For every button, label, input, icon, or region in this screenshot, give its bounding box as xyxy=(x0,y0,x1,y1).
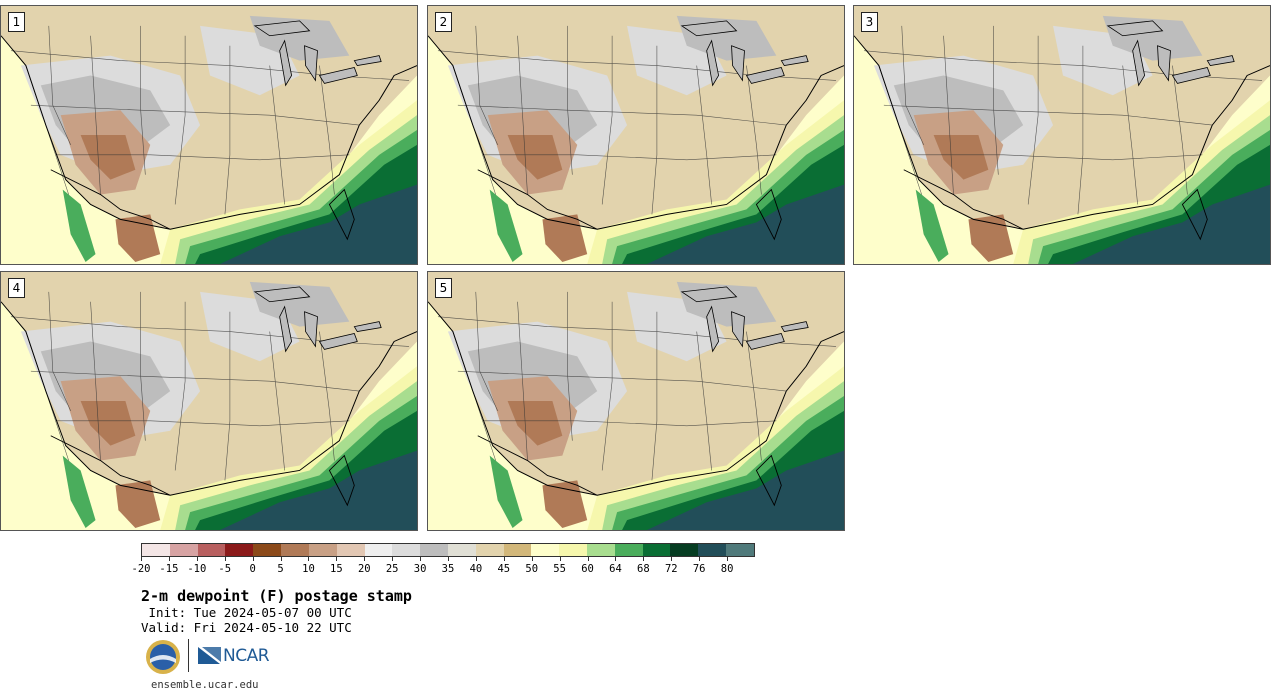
postage-stamp-2[interactable]: 2 xyxy=(427,5,845,265)
dewpoint-map-4 xyxy=(1,272,417,530)
colorbar-tick xyxy=(196,557,198,561)
postage-stamp-1[interactable]: 1 xyxy=(0,5,418,265)
colorbar-swatch xyxy=(169,544,198,556)
colorbar-tick-label: 0 xyxy=(249,563,256,575)
colorbar-tick-label: 15 xyxy=(330,563,343,575)
colorbar-tick-label: 45 xyxy=(497,563,511,575)
colorbar-tick xyxy=(475,557,477,561)
colorbar-tick xyxy=(615,557,617,561)
colorbar-swatch xyxy=(364,544,393,556)
colorbar-tick xyxy=(364,557,366,561)
ncar-wordmark: NCAR xyxy=(223,646,270,666)
dewpoint-colorbar xyxy=(141,543,755,557)
init-time: Init: Tue 2024-05-07 00 UTC xyxy=(141,605,352,620)
colorbar-swatch xyxy=(670,544,699,556)
colorbar-swatch xyxy=(587,544,615,556)
colorbar-tick xyxy=(587,557,589,561)
colorbar-swatch xyxy=(475,544,504,556)
colorbar-swatch xyxy=(197,544,226,556)
colorbar-tick-label: -20 xyxy=(131,563,151,575)
postage-stamp-5[interactable]: 5 xyxy=(427,271,845,531)
colorbar-tick-label: 76 xyxy=(692,563,706,575)
colorbar-tick-label: 25 xyxy=(385,563,399,575)
colorbar-tick xyxy=(448,557,449,561)
colorbar-tick xyxy=(280,557,282,561)
product-title: 2-m dewpoint (F) postage stamp xyxy=(141,587,412,605)
dewpoint-map-5 xyxy=(428,272,844,530)
colorbar-tick-label: -5 xyxy=(218,563,232,575)
dewpoint-map-2 xyxy=(428,6,844,264)
colorbar-tick xyxy=(503,557,505,561)
colorbar-tick-label: 55 xyxy=(553,563,566,575)
colorbar-swatch xyxy=(559,544,587,556)
colorbar-swatch xyxy=(225,544,254,556)
colorbar-tick xyxy=(308,557,310,561)
colorbar-tick-label: 72 xyxy=(664,563,678,575)
colorbar-tick xyxy=(643,557,645,561)
dewpoint-map-1 xyxy=(1,6,417,264)
nsf-logo-icon xyxy=(146,640,180,674)
colorbar-tick-label: 35 xyxy=(441,563,455,575)
stamp-number-4: 4 xyxy=(8,278,25,298)
colorbar-swatch xyxy=(281,544,309,556)
stamp-number-2: 2 xyxy=(435,12,452,32)
colorbar-tick xyxy=(392,557,394,561)
postage-stamp-3[interactable]: 3 xyxy=(853,5,1271,265)
colorbar-tick xyxy=(727,557,729,561)
colorbar-tick xyxy=(168,557,170,561)
postage-stamp-4[interactable]: 4 xyxy=(0,271,418,531)
colorbar-swatch xyxy=(531,544,560,556)
valid-time: Valid: Fri 2024-05-10 22 UTC xyxy=(141,620,352,635)
colorbar-ticks: -20 -15 -10 -5 0 5 10 15 20 25 30 35 40 45 50 55 60 64 68 7… xyxy=(132,557,755,579)
ncar-logo-icon xyxy=(198,647,221,664)
colorbar-swatch xyxy=(503,544,532,556)
stamp-number-1: 1 xyxy=(8,12,25,32)
colorbar-tick-label: 68 xyxy=(637,563,650,575)
colorbar-swatch xyxy=(308,544,337,556)
colorbar-swatch xyxy=(642,544,671,556)
colorbar-tick-label: 10 xyxy=(302,563,315,575)
colorbar-swatch xyxy=(336,544,365,556)
colorbar-tick-label: 80 xyxy=(720,563,734,575)
colorbar-tick-label: -10 xyxy=(187,563,207,575)
colorbar-tick xyxy=(531,557,533,561)
colorbar-tick-label: 50 xyxy=(525,563,539,575)
colorbar-tick xyxy=(420,557,422,561)
colorbar-tick xyxy=(699,557,701,561)
colorbar-tick-label: 20 xyxy=(357,563,371,575)
colorbar-tick xyxy=(671,557,673,561)
colorbar-swatch xyxy=(142,544,170,556)
colorbar-tick-label: 60 xyxy=(581,563,594,575)
dewpoint-map-3 xyxy=(854,6,1270,264)
colorbar-tick xyxy=(252,557,254,561)
colorbar-swatch xyxy=(447,544,476,556)
colorbar-tick xyxy=(559,557,561,561)
stamp-number-5: 5 xyxy=(435,278,452,298)
colorbar-tick-label: 64 xyxy=(609,563,622,575)
colorbar-tick-label: 30 xyxy=(413,563,427,575)
stamp-number-3: 3 xyxy=(861,12,878,32)
colorbar-swatch xyxy=(420,544,448,556)
colorbar-swatch xyxy=(698,544,727,556)
colorbar-tick xyxy=(336,557,338,561)
colorbar-swatch xyxy=(726,544,754,556)
colorbar-tick xyxy=(224,557,226,561)
logo-divider xyxy=(188,639,189,672)
site-url[interactable]: ensemble.ucar.edu xyxy=(151,679,259,691)
colorbar-tick-label: 5 xyxy=(277,563,284,575)
colorbar-tick-label: 40 xyxy=(469,563,483,575)
colorbar-tick-label: -15 xyxy=(159,563,179,575)
colorbar-swatch xyxy=(253,544,282,556)
colorbar-tick xyxy=(141,557,142,561)
colorbar-swatch xyxy=(392,544,421,556)
colorbar-swatch xyxy=(614,544,643,556)
